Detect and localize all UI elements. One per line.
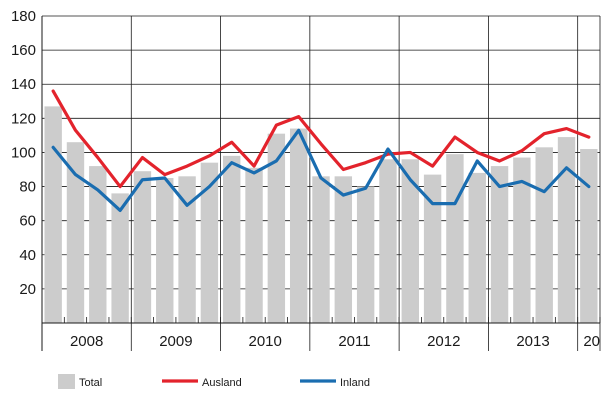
line-inland xyxy=(51,128,591,213)
line-ausland xyxy=(51,89,591,189)
bar-total xyxy=(44,106,62,324)
legend-label-total: Total xyxy=(79,377,102,389)
bar-total xyxy=(379,159,397,323)
bar-total xyxy=(245,167,263,323)
bar-total xyxy=(580,149,598,323)
bar-total xyxy=(557,137,576,323)
y-tick-label: 60 xyxy=(19,213,36,230)
bar-total xyxy=(156,178,174,323)
bar-total xyxy=(111,193,129,323)
bar-total xyxy=(446,154,464,323)
y-tick-label: 120 xyxy=(11,110,36,127)
bar-total xyxy=(289,128,308,323)
y-tick-label: 180 xyxy=(11,8,36,25)
y-tick-label: 40 xyxy=(19,247,36,264)
x-tick-label: 2012 xyxy=(427,333,460,350)
legend-label-ausland: Ausland xyxy=(202,377,242,389)
bar-total xyxy=(223,155,241,323)
axes: 20 40 60 80 100 120 140 160 180 2008 2009 2010 2011 2… xyxy=(11,8,601,351)
y-tick-label: 80 xyxy=(19,179,36,196)
bar-total xyxy=(133,171,152,323)
bar-total xyxy=(535,147,553,323)
bar-total xyxy=(356,186,375,323)
grid-lines xyxy=(42,15,600,323)
bar-total xyxy=(89,166,107,323)
legend: Total Ausland Inland xyxy=(58,374,370,389)
y-tick-label: 100 xyxy=(11,144,36,161)
x-tick-label: 2009 xyxy=(159,333,192,350)
bar-total xyxy=(66,142,85,323)
legend-label-inland: Inland xyxy=(340,377,370,389)
bar-total xyxy=(401,159,419,323)
x-tick-label: 2010 xyxy=(249,333,282,350)
bar-total xyxy=(178,176,196,323)
bar-total xyxy=(334,176,353,323)
x-tick-label: 2011 xyxy=(338,333,370,350)
y-tick-label: 20 xyxy=(19,281,36,298)
legend-swatch-total xyxy=(58,374,75,389)
lines-layer xyxy=(51,89,591,213)
bar-total xyxy=(513,157,531,323)
bar-total xyxy=(468,172,486,323)
bar-total xyxy=(267,133,286,323)
x-tick-label: 2008 xyxy=(70,333,103,350)
y-tick-label: 140 xyxy=(11,76,36,93)
bar-total xyxy=(200,162,219,323)
bar-total xyxy=(423,174,442,323)
bar-total xyxy=(312,176,330,323)
y-tick-label: 160 xyxy=(11,42,36,59)
bars-total xyxy=(44,106,598,324)
bar-total xyxy=(490,166,509,323)
x-tick-label: 2013 xyxy=(516,333,549,350)
